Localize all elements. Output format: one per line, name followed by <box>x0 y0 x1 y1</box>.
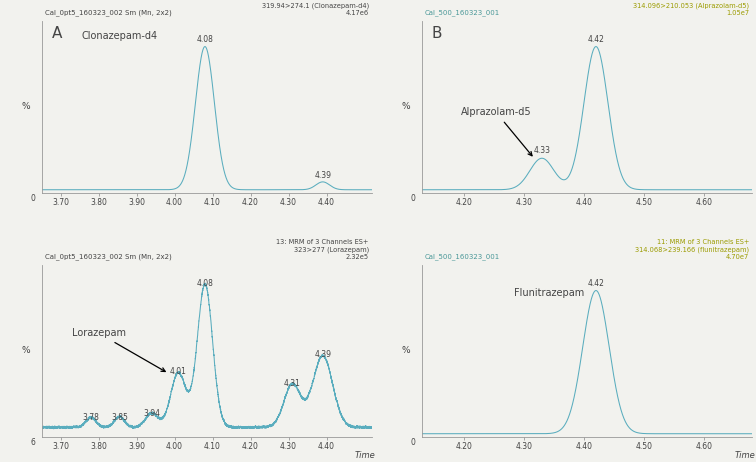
Text: Cal_500_160323_001: Cal_500_160323_001 <box>425 9 500 16</box>
Text: 10: MRM of 3 Channels ES+
314.096>210.053 (Alprazolam-d5)
1.05e7: 10: MRM of 3 Channels ES+ 314.096>210.05… <box>633 0 749 16</box>
Text: 3.85: 3.85 <box>111 413 128 421</box>
Text: 0: 0 <box>411 438 416 447</box>
Text: 4.01: 4.01 <box>170 367 187 377</box>
Text: 4.33: 4.33 <box>534 146 550 155</box>
Text: 4.42: 4.42 <box>587 35 604 44</box>
Text: 11: MRM of 3 Channels ES+
314.068>239.166 (flunitrazepam)
4.70e7: 11: MRM of 3 Channels ES+ 314.068>239.16… <box>635 239 749 260</box>
Text: 4.39: 4.39 <box>314 350 331 359</box>
Text: 6: 6 <box>31 438 36 447</box>
Text: 4.42: 4.42 <box>587 279 604 288</box>
Text: 4.39: 4.39 <box>314 171 331 181</box>
Text: B: B <box>432 26 442 41</box>
Text: 12: MRM of 3 Channels ES+
319.94>274.1 (Clonazepam-d4)
4.17e6: 12: MRM of 3 Channels ES+ 319.94>274.1 (… <box>262 0 369 16</box>
Text: A: A <box>51 26 62 41</box>
Text: Cal_500_160323_001: Cal_500_160323_001 <box>425 253 500 260</box>
Text: 3.94: 3.94 <box>143 409 160 418</box>
Text: %: % <box>401 346 410 355</box>
Text: Time: Time <box>355 451 376 460</box>
Text: %: % <box>401 102 410 111</box>
Text: %: % <box>21 102 30 111</box>
Text: Lorazepam: Lorazepam <box>72 328 166 371</box>
Text: 4.08: 4.08 <box>197 279 213 288</box>
Text: Time: Time <box>735 451 755 460</box>
Text: 13: MRM of 3 Channels ES+
323>277 (Lorazepam)
2.32e5: 13: MRM of 3 Channels ES+ 323>277 (Loraz… <box>277 239 369 260</box>
Text: 0: 0 <box>411 195 416 203</box>
Text: Flunitrazepam: Flunitrazepam <box>514 288 584 298</box>
Text: Cal_0pt5_160323_002 Sm (Mn, 2x2): Cal_0pt5_160323_002 Sm (Mn, 2x2) <box>45 253 172 260</box>
Text: 4.08: 4.08 <box>197 35 213 44</box>
Text: %: % <box>21 346 30 355</box>
Text: 3.78: 3.78 <box>82 413 99 422</box>
Text: Alprazolam-d5: Alprazolam-d5 <box>460 107 532 156</box>
Text: 0: 0 <box>31 195 36 203</box>
Text: Cal_0pt5_160323_002 Sm (Mn, 2x2): Cal_0pt5_160323_002 Sm (Mn, 2x2) <box>45 9 172 16</box>
Text: 4.31: 4.31 <box>284 379 301 388</box>
Text: Clonazepam-d4: Clonazepam-d4 <box>81 31 157 41</box>
